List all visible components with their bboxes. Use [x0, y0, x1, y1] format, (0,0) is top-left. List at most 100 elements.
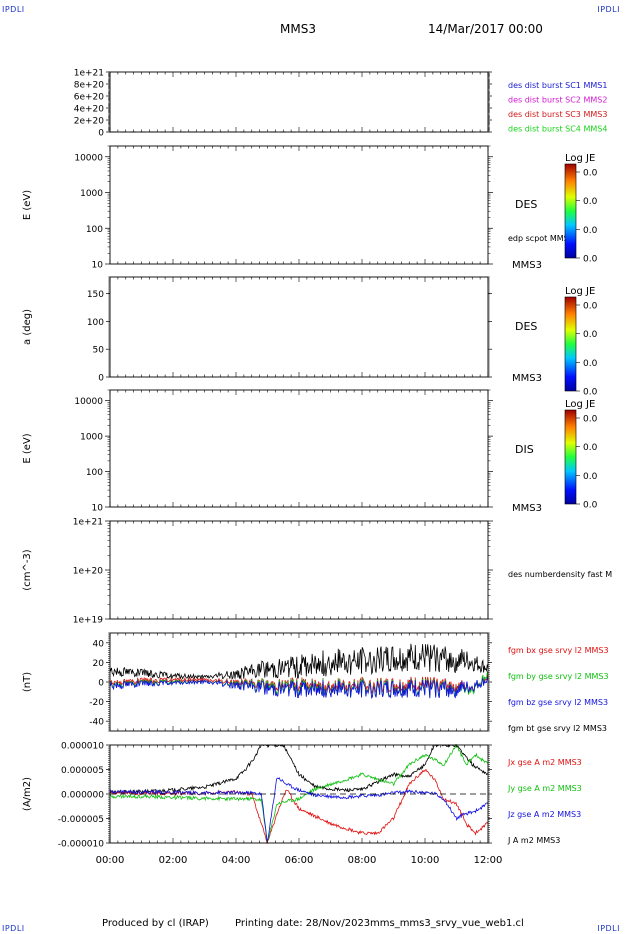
series-line — [109, 676, 489, 699]
legend-entry: fgm bt gse srvy l2 MMS3 — [508, 724, 607, 733]
instrument-label: DES — [515, 320, 537, 333]
colorbar-title: Log JE — [565, 286, 595, 297]
colorbar-tick-label: 0.0 — [583, 443, 598, 453]
series-line — [109, 777, 489, 842]
y-tick-label: 4e+20 — [74, 105, 105, 115]
y-tick-label: 10000 — [74, 397, 103, 407]
y-tick-label: 1000 — [80, 189, 103, 199]
y-tick-label: 10 — [92, 261, 104, 271]
y-tick-label: 10000 — [74, 153, 103, 163]
y-tick-label: 2e+20 — [74, 117, 105, 127]
x-tick-label: 04:00 — [222, 855, 251, 866]
spacecraft-title: MMS3 — [280, 22, 316, 36]
colorbar — [564, 409, 577, 505]
corner-label-top-left: IPDLI — [2, 5, 25, 14]
y-tick-label: 1e+19 — [73, 616, 104, 626]
y-tick-label: 0.000005 — [61, 766, 104, 776]
overlay-label: edp scpot MMS3 — [508, 234, 574, 243]
y-axis-label: E (eV) — [22, 433, 33, 463]
y-axis-label: E (eV) — [22, 190, 33, 220]
colorbar-tick-label: 0.0 — [583, 302, 598, 312]
colorbar-title: Log JE — [565, 153, 595, 164]
legend-entry: Jz gse A m2 MMS3 — [507, 810, 581, 819]
y-tick-label: 0.000000 — [61, 791, 104, 801]
x-tick-label: 08:00 — [348, 855, 377, 866]
spacecraft-sublabel: MMS3 — [512, 373, 542, 384]
y-tick-label: -0.000010 — [58, 840, 104, 850]
y-tick-label: -0.000005 — [58, 815, 104, 825]
panel-fgm: 40 20 0 -20 -40 (nT) fgm bx gse srvy l2 MMS3 fg… — [22, 632, 609, 733]
colorbar-tick-label: 0.0 — [583, 169, 598, 179]
instrument-label: DES — [515, 198, 537, 211]
colorbar-tick-label: 0.0 — [583, 255, 598, 265]
y-axis-label: (cm^-3) — [22, 549, 33, 590]
colorbar-tick-label: 0.0 — [583, 472, 598, 482]
colorbar-tick-label: 0.0 — [583, 330, 598, 340]
y-tick-label: 1e+21 — [74, 69, 104, 79]
footer-file: mms_mms3_srvy_vue_web1.cl — [370, 918, 524, 929]
panel-des-energy: 10000 1000 100 10 E (eV) DES MMS3 edp scpot MMS… — [22, 145, 598, 271]
colorbar — [564, 296, 577, 392]
y-axis-label: (nT) — [22, 672, 33, 692]
spacecraft-sublabel: MMS3 — [512, 503, 542, 514]
y-tick-label: 50 — [93, 346, 105, 356]
legend-entry: fgm by gse srvy l2 MMS3 — [508, 672, 609, 681]
colorbar — [564, 163, 577, 259]
y-axis-label: a (deg) — [22, 309, 33, 345]
x-tick-label: 06:00 — [285, 855, 314, 866]
y-tick-label: 100 — [87, 318, 104, 328]
legend-entry: Jx gse A m2 MMS3 — [507, 758, 582, 767]
spacecraft-sublabel: MMS3 — [512, 260, 542, 271]
y-tick-label: 20 — [93, 659, 105, 669]
y-axis-label: (A/m2) — [22, 777, 33, 811]
legend-entry: des numberdensity fast M — [508, 570, 612, 579]
x-tick-label: 02:00 — [159, 855, 188, 866]
y-tick-label: 0 — [98, 679, 104, 689]
colorbar-tick-label: 0.0 — [583, 501, 598, 511]
y-tick-label: 100 — [86, 225, 103, 235]
y-tick-label: 0 — [98, 374, 104, 384]
series-line — [109, 743, 489, 795]
legend-entry: des dist burst SC1 MMS1 — [508, 81, 607, 90]
colorbar-tick-label: 0.0 — [583, 197, 598, 207]
y-tick-label: 8e+20 — [74, 81, 105, 91]
y-tick-label: 100 — [86, 468, 103, 478]
y-tick-label: 0.000010 — [61, 742, 104, 752]
colorbar-tick-label: 0.0 — [583, 415, 598, 425]
y-tick-label: -40 — [89, 718, 104, 728]
panel-des-dist-burst: 1e+21 8e+20 6e+20 4e+20 2e+20 0 des dist burst… — [74, 69, 608, 139]
legend-entry: fgm bx gse srvy l2 MMS3 — [508, 646, 609, 655]
corner-label-bottom-left: IPDLI — [2, 924, 25, 933]
y-tick-label: 6e+20 — [74, 93, 105, 103]
legend-entry: des dist burst SC2 MMS2 — [508, 96, 607, 105]
panel-frame — [109, 276, 489, 378]
panel-des-pitch: 150 100 50 0 a (deg) DES MMS3 Log JE 0.0 0.0 0.0 0.… — [22, 276, 598, 398]
legend-entry: des dist burst SC3 MMS3 — [508, 110, 607, 119]
series-group — [109, 743, 489, 845]
colorbar-title: Log JE — [565, 399, 595, 410]
panel-frame — [109, 145, 489, 265]
y-tick-label: 150 — [87, 290, 104, 300]
legend-entry: des dist burst SC4 MMS4 — [508, 125, 607, 134]
corner-label-top-right: IPDLI — [597, 5, 620, 14]
y-tick-label: 40 — [93, 639, 105, 649]
x-tick-label: 10:00 — [411, 855, 440, 866]
colorbar-tick-label: 0.0 — [583, 226, 598, 236]
series-group — [109, 643, 489, 699]
panel-frame — [109, 520, 489, 620]
y-tick-label: -20 — [89, 698, 104, 708]
legend-entry: Jy gse A m2 MMS3 — [507, 784, 582, 793]
panel-frame — [109, 71, 489, 133]
y-tick-label: 1e+21 — [73, 518, 103, 528]
corner-label-bottom-right: IPDLI — [597, 924, 620, 933]
footer-printing-date: Printing date: 28/Nov/2023 — [235, 918, 371, 929]
instrument-label: DIS — [515, 443, 534, 456]
y-tick-label: 1e+20 — [73, 567, 104, 577]
panel-frame — [109, 389, 489, 508]
colorbar-tick-label: 0.0 — [583, 388, 598, 398]
footer-produced-by: Produced by cl (IRAP) — [102, 918, 209, 929]
series-line — [109, 769, 489, 845]
y-tick-label: 0 — [98, 129, 104, 139]
